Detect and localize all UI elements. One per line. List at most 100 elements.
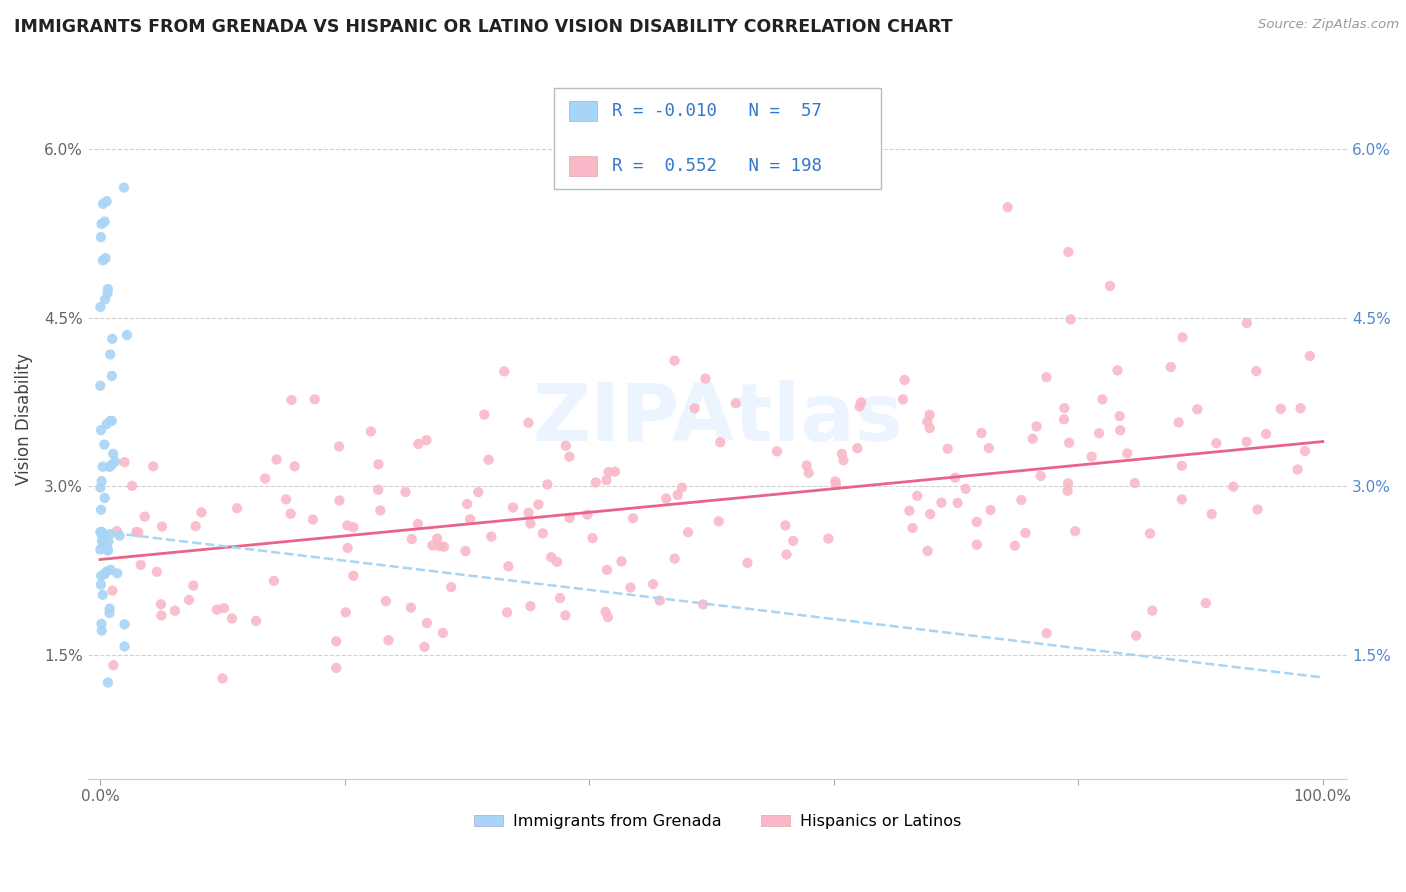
Point (517, 506, 540, 520)
Text: Source: ZipAtlas.com: Source: ZipAtlas.com (1258, 18, 1399, 31)
Point (1171, 330, 1194, 344)
Point (325, 634, 347, 648)
Point (709, 435, 731, 450)
Point (496, 606, 519, 620)
Point (101, 583, 124, 598)
Point (280, 507, 302, 521)
Point (676, 525, 699, 540)
Point (1059, 312, 1081, 326)
Point (433, 540, 456, 554)
Point (104, 455, 127, 469)
Point (374, 594, 396, 608)
Point (664, 551, 686, 566)
Point (692, 598, 714, 612)
Point (585, 475, 607, 490)
Point (1125, 629, 1147, 643)
Point (163, 604, 186, 618)
Point (1294, 444, 1316, 458)
Point (596, 563, 619, 577)
Point (979, 503, 1001, 517)
Point (121, 479, 143, 493)
Point (336, 541, 359, 555)
Point (89, 525, 111, 540)
Point (368, 503, 391, 517)
Point (966, 515, 988, 529)
Point (89, 378, 111, 392)
Point (707, 514, 730, 528)
Point (1088, 426, 1111, 441)
Point (1246, 502, 1268, 516)
Point (90, 524, 112, 539)
Point (91, 197, 114, 211)
Point (467, 485, 489, 500)
Point (342, 520, 364, 534)
Point (284, 459, 307, 474)
Point (775, 548, 797, 562)
Point (936, 442, 959, 456)
Point (655, 491, 678, 506)
Point (377, 633, 399, 648)
Point (558, 511, 581, 525)
Point (519, 516, 541, 531)
Point (494, 364, 516, 378)
Point (970, 425, 993, 440)
Point (479, 530, 502, 544)
Point (546, 555, 568, 569)
Point (920, 507, 942, 521)
Point (918, 421, 941, 435)
Point (558, 450, 581, 464)
Point (1171, 458, 1194, 473)
Point (817, 532, 839, 546)
Point (1053, 412, 1076, 426)
Point (93, 214, 115, 228)
Point (977, 441, 1000, 455)
Point (97, 542, 120, 557)
Point (846, 441, 869, 455)
Point (527, 498, 550, 512)
Point (101, 368, 124, 383)
Text: ZIPAtlas: ZIPAtlas (533, 380, 903, 458)
Point (90, 423, 112, 437)
Point (1236, 434, 1258, 449)
Point (603, 465, 626, 479)
Text: R = -0.010   N =  57: R = -0.010 N = 57 (612, 102, 821, 120)
Point (325, 661, 347, 675)
Point (1160, 359, 1182, 374)
Point (221, 611, 243, 625)
Point (598, 465, 620, 479)
Point (114, 455, 136, 469)
Point (1053, 401, 1076, 416)
Point (848, 400, 870, 414)
Point (103, 447, 125, 461)
Point (1171, 492, 1194, 507)
Point (737, 556, 759, 570)
Point (683, 401, 706, 416)
Point (105, 566, 128, 581)
Point (1057, 244, 1080, 259)
Point (97, 282, 120, 296)
Point (901, 521, 924, 535)
Point (413, 640, 436, 654)
FancyBboxPatch shape (554, 88, 882, 189)
Point (150, 608, 173, 623)
Point (824, 475, 846, 489)
Point (134, 509, 156, 524)
Point (93, 491, 115, 505)
Point (114, 640, 136, 654)
Point (342, 568, 364, 582)
Point (184, 519, 207, 533)
Point (112, 180, 135, 194)
Point (1035, 370, 1057, 384)
Point (91, 529, 114, 543)
Point (98, 606, 121, 620)
Point (641, 577, 664, 591)
Point (90, 503, 112, 517)
Point (226, 501, 249, 516)
FancyBboxPatch shape (569, 101, 596, 120)
Point (336, 518, 359, 533)
Point (101, 332, 124, 346)
Point (98, 414, 121, 428)
Point (212, 601, 235, 615)
Point (360, 425, 382, 439)
Point (797, 466, 820, 480)
